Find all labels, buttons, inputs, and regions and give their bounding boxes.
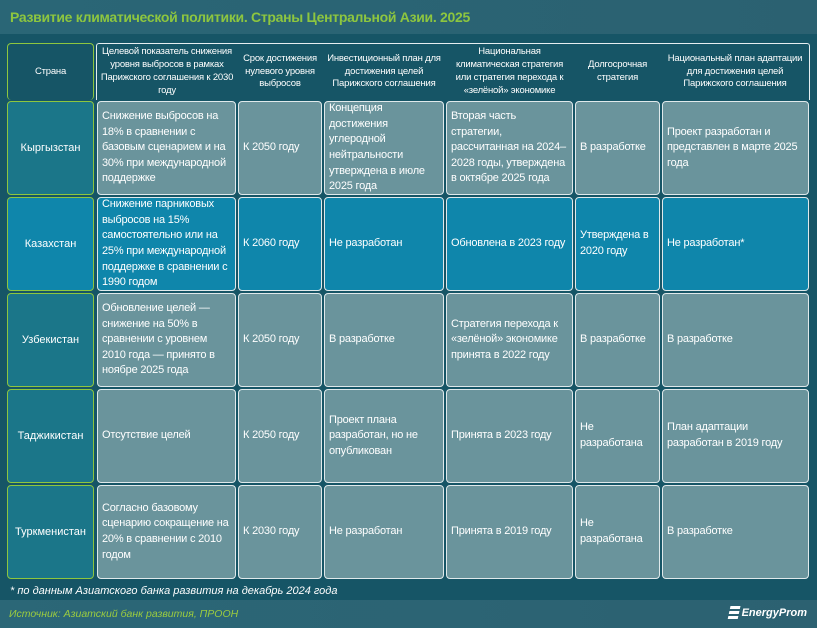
table-cell: Принята в 2023 году	[446, 389, 573, 483]
table-cell: Проект разработан и представлен в марте …	[662, 101, 809, 195]
table-cell: К 2060 году	[238, 197, 322, 291]
table-cell: Не разработана	[575, 485, 660, 579]
table-cell: Отсутствие целей	[97, 389, 236, 483]
column-header: Срок достижения нулевого уровня выбросов	[237, 43, 323, 100]
table-cell: В разработке	[662, 293, 809, 387]
table-cell: К 2050 году	[238, 293, 322, 387]
footnote: * по данным Азиатского банка развития на…	[10, 585, 338, 597]
column-header: Инвестиционный план для достижения целей…	[323, 43, 445, 100]
page-title: Развитие климатической политики. Страны …	[10, 9, 470, 25]
title-bar: Развитие климатической политики. Страны …	[0, 0, 817, 34]
table-cell: Согласно базовому сценарию сокращение на…	[97, 485, 236, 579]
table-cell: В разработке	[575, 293, 660, 387]
country-cell: Таджикистан	[7, 389, 94, 483]
column-header: Целевой показатель снижения уровня выбро…	[96, 43, 237, 100]
table-cell: Концепция достижения углеродной нейтраль…	[324, 101, 444, 195]
table-cell: Снижение парниковых выбросов на 15% само…	[97, 197, 236, 291]
country-cell: Узбекистан	[7, 293, 94, 387]
table-cell: К 2050 году	[238, 101, 322, 195]
table-cell: Снижение выбросов на 18% в сравнении с б…	[97, 101, 236, 195]
column-header: Национальный план адаптации для достижен…	[661, 43, 810, 100]
table-cell: В разработке	[662, 485, 809, 579]
table-cell: К 2050 году	[238, 389, 322, 483]
logo-icon	[727, 606, 741, 620]
column-header: Национальная климатическая стратегия или…	[445, 43, 574, 100]
footer: Источник: Азиатский банк развития, ПРООН…	[0, 600, 817, 628]
country-cell: Казахстан	[7, 197, 94, 291]
table-cell: К 2030 году	[238, 485, 322, 579]
column-header: Страна	[7, 43, 94, 100]
table-cell: В разработке	[324, 293, 444, 387]
table-cell: Принята в 2019 году	[446, 485, 573, 579]
logo-text: EnergyProm	[741, 607, 807, 619]
table-cell: План адаптации разработан в 2019 году	[662, 389, 809, 483]
country-cell: Туркменистан	[7, 485, 94, 579]
table-cell: Вторая часть стратегии, рассчитанная на …	[446, 101, 573, 195]
country-cell: Кыргызстан	[7, 101, 94, 195]
table-cell: Обновлена в 2023 году	[446, 197, 573, 291]
table-cell: В разработке	[575, 101, 660, 195]
table-cell: Не разработана	[575, 389, 660, 483]
table-cell: Стратегия перехода к «зелёной» экономике…	[446, 293, 573, 387]
energyprom-logo: EnergyProm	[727, 606, 807, 620]
table-cell: Обновление целей — снижение на 50% в сра…	[97, 293, 236, 387]
climate-policy-table: Страна Целевой показатель снижения уровня…	[7, 43, 811, 580]
column-header: Долгосрочная стратегия	[574, 43, 661, 100]
table-cell: Проект плана разработан, но не опубликов…	[324, 389, 444, 483]
table-cell: Утверждена в 2020 году	[575, 197, 660, 291]
table-cell: Не разработан	[324, 485, 444, 579]
table-cell: Не разработан	[324, 197, 444, 291]
source-text: Источник: Азиатский банк развития, ПРООН	[9, 608, 239, 620]
table-cell: Не разработан*	[662, 197, 809, 291]
